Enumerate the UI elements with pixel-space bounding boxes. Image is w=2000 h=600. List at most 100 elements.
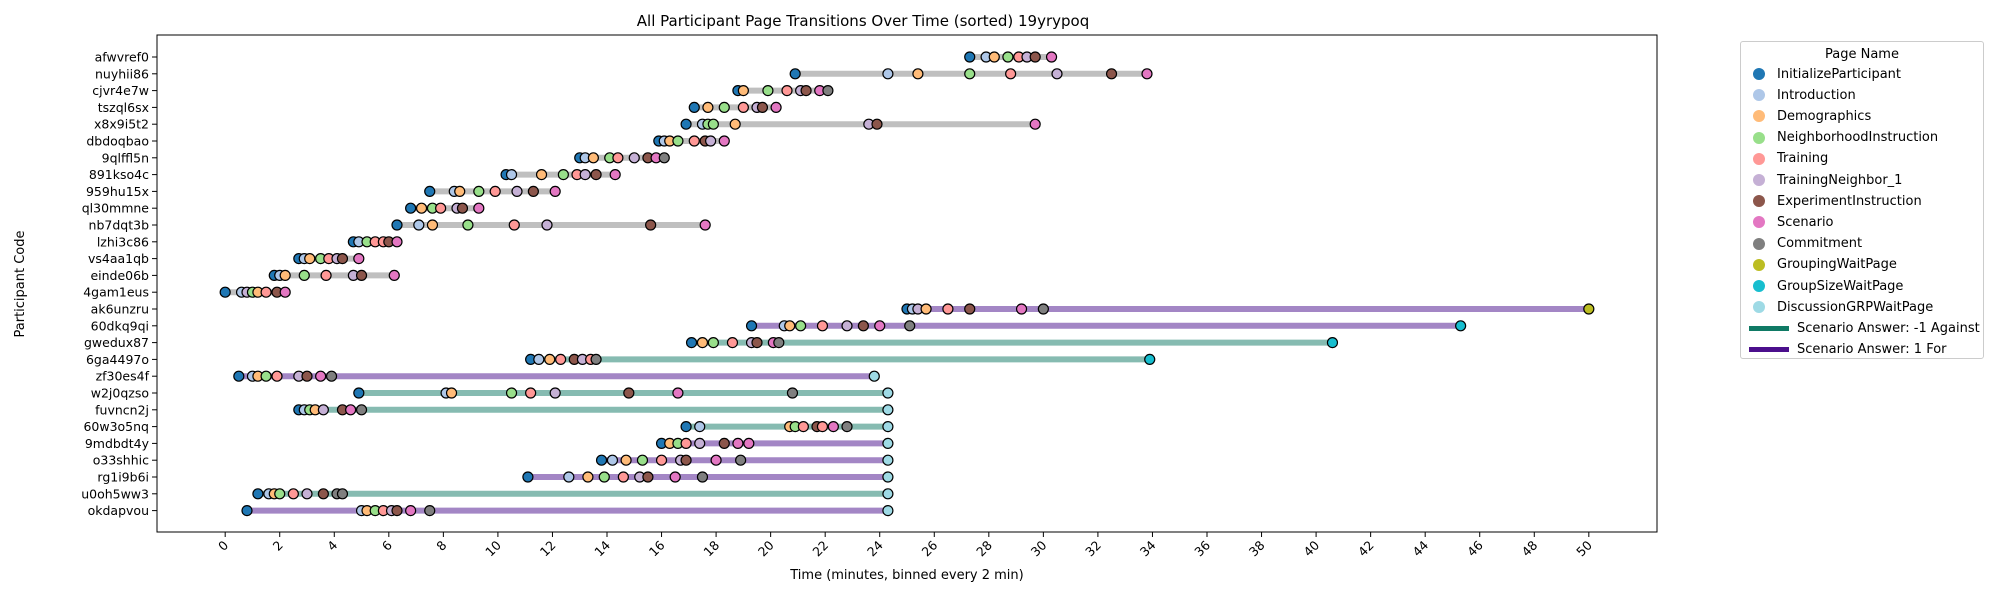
legend-label: Scenario Answer: 1 For [1797, 342, 1947, 358]
legend-item-Introduction: Introduction [1749, 85, 1856, 105]
x-tick-label-12: 12 [537, 538, 559, 560]
legend-item-InitializeParticipant: InitializeParticipant [1749, 64, 1901, 84]
point-nb7dqt3b-0 [391, 219, 403, 231]
x-tick-label-8: 8 [433, 537, 449, 553]
point-nb7dqt3b-5 [541, 219, 553, 231]
legend-label: GroupingWaitPage [1777, 257, 1897, 273]
point-cjvr4e7w-1 [737, 84, 749, 97]
point-6ga4497o-1 [533, 353, 545, 365]
point-4gam1eus-5 [260, 286, 272, 298]
point-gwedux87-8 [1326, 337, 1339, 349]
point-9qlffl5n-4 [612, 152, 624, 164]
point-ql30mmne-6 [473, 202, 485, 214]
y-tick-label-lzhi3c86: lzhi3c86 [97, 234, 149, 249]
point-u0oh5ww3-5 [301, 488, 313, 500]
legend-marker [1753, 152, 1765, 165]
point-60dkq9qi-2 [784, 320, 796, 332]
y-tick-label-zf30es4f: zf30es4f [96, 369, 150, 384]
point-rg1i9b6i-6 [642, 471, 654, 483]
point-dbdoqbao-6 [705, 135, 717, 147]
point-6ga4497o-7 [590, 353, 602, 365]
point-60dkq9qi-4 [816, 320, 829, 332]
point-60dkq9qi-0 [745, 320, 758, 332]
point-zf30es4f-9 [868, 370, 880, 382]
x-tick-label-22: 22 [809, 538, 831, 560]
point-w2j0qzso-4 [525, 387, 537, 399]
legend-marker [1753, 68, 1765, 80]
point-959hu15x-4 [489, 185, 501, 197]
x-tick-label-28: 28 [973, 537, 995, 559]
legend-item-answer: Scenario Answer: 1 For [1749, 340, 1947, 360]
point-einde06b-3 [298, 269, 310, 281]
point-9qlffl5n-5 [628, 152, 640, 164]
y-tick-label-afwvref0: afwvref0 [95, 50, 149, 65]
y-tick-label-fuvncn2j: fuvncn2j [95, 402, 149, 417]
legend-marker [1753, 195, 1765, 208]
point-891kso4c-1 [505, 169, 518, 181]
point-60w3o5nq-7 [827, 421, 839, 433]
point-9qlffl5n-2 [587, 152, 599, 164]
point-zf30es4f-0 [233, 370, 245, 382]
point-nb7dqt3b-2 [426, 219, 439, 231]
point-9mdbdt4y-4 [694, 437, 706, 449]
point-9mdbdt4y-5 [718, 437, 730, 449]
point-60dkq9qi-7 [874, 320, 886, 332]
x-tick-label-26: 26 [919, 537, 941, 559]
point-891kso4c-7 [609, 169, 621, 181]
point-60w3o5nq-8 [841, 421, 853, 433]
point-tszql6sx-5 [756, 101, 769, 114]
point-959hu15x-3 [473, 185, 485, 197]
x-tick-label-10: 10 [482, 537, 504, 559]
point-x8x9i5t2-4 [729, 118, 741, 130]
point-6ga4497o-2 [544, 353, 556, 365]
x-tick-label-24: 24 [864, 537, 886, 559]
x-tick-label-34: 34 [1137, 537, 1159, 559]
point-afwvref0-0 [964, 51, 976, 63]
answer-bars [225, 54, 1589, 514]
legend-item-ExperimentInstruction: ExperimentInstruction [1749, 191, 1922, 211]
point-60dkq9qi-9 [1455, 320, 1467, 332]
point-nb7dqt3b-6 [645, 219, 657, 231]
point-einde06b-7 [388, 269, 400, 281]
point-tszql6sx-3 [737, 101, 749, 114]
point-60dkq9qi-6 [857, 320, 869, 332]
y-tick-label-ak6unzru: ak6unzru [91, 302, 149, 317]
y-tick-label-4gam1eus: 4gam1eus [83, 285, 149, 300]
point-fuvncn2j-6 [345, 404, 357, 416]
point-60w3o5nq-4 [797, 421, 809, 433]
point-rg1i9b6i-0 [522, 471, 534, 483]
point-9qlffl5n-8 [658, 152, 670, 164]
point-u0oh5ww3-0 [252, 488, 264, 500]
point-9mdbdt4y-7 [743, 437, 755, 449]
legend-label: TrainingNeighbor_1 [1777, 172, 1903, 188]
legend-marker [1753, 174, 1765, 186]
y-tick-label-okdapvou: okdapvou [88, 503, 149, 518]
legend-item-TrainingNeighbor_1: TrainingNeighbor_1 [1749, 170, 1902, 190]
point-w2j0qzso-6 [623, 387, 635, 399]
point-o33shhic-0 [595, 454, 608, 466]
legend-item-Commitment: Commitment [1749, 234, 1862, 254]
point-ak6unzru-4 [942, 303, 954, 315]
y-axis-label: Participant Code [13, 230, 28, 337]
legend-label: ExperimentInstruction [1777, 193, 1922, 209]
point-ak6unzru-5 [964, 303, 976, 315]
point-x8x9i5t2-7 [1029, 118, 1041, 130]
point-959hu15x-0 [424, 185, 436, 197]
y-tick-label-6ga4497o: 6ga4497o [86, 352, 149, 367]
legend: Page Name InitializeParticipant Introduct… [1740, 41, 1984, 359]
point-nb7dqt3b-4 [508, 219, 520, 231]
point-tszql6sx-6 [770, 101, 782, 114]
point-rg1i9b6i-9 [882, 471, 894, 483]
legend-label: DiscussionGRPWaitPage [1777, 299, 1934, 315]
point-rg1i9b6i-3 [598, 471, 610, 483]
legend-label: InitializeParticipant [1777, 66, 1901, 82]
point-6ga4497o-8 [1144, 353, 1156, 365]
point-okdapvou-8 [424, 505, 436, 517]
point-w2j0qzso-9 [882, 387, 894, 399]
x-tick-label-0: 0 [215, 537, 231, 553]
y-tick-label-891kso4c: 891kso4c [89, 167, 149, 182]
legend-item-GroupSizeWaitPage: GroupSizeWaitPage [1749, 276, 1903, 296]
x-axis-ticks: 0 2 4 6 8 10 12 14 16 18 20 22 24 26 28 30 32 34 36 38 40 42 4… [215, 532, 1595, 559]
point-zf30es4f-3 [260, 370, 272, 382]
point-9mdbdt4y-8 [882, 437, 894, 449]
